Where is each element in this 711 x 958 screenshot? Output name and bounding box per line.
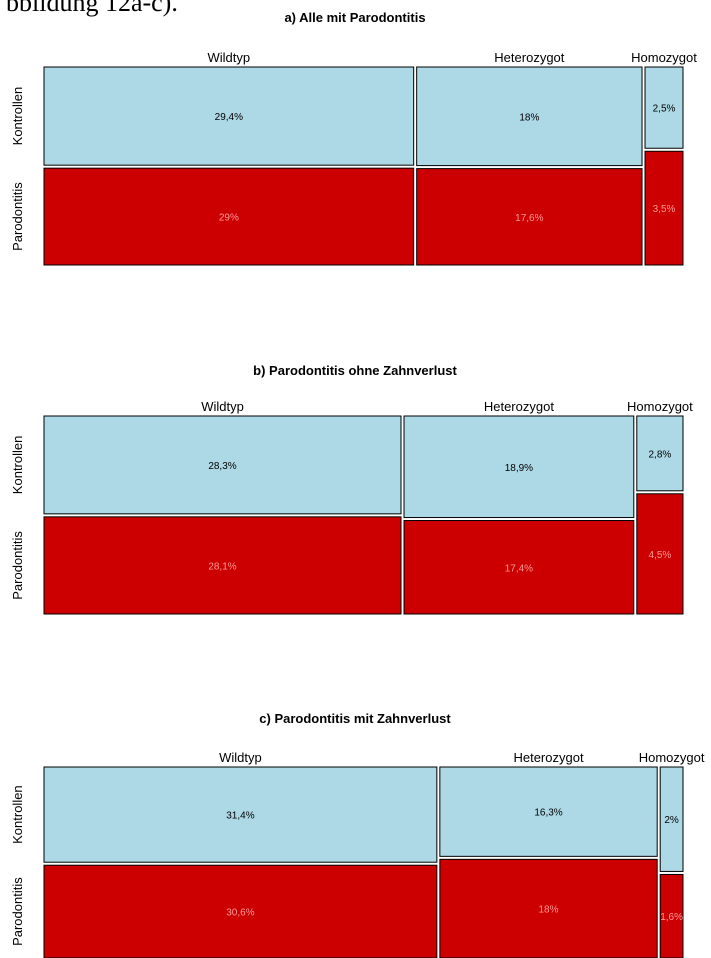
mosaic-cell-parodontitis: [439, 858, 658, 958]
mosaic-cell-parodontitis: [43, 864, 438, 958]
cell-value-label: 16,3%: [534, 808, 562, 819]
cell-value-label: 31,4%: [226, 811, 254, 822]
cell-value-label: 4,5%: [648, 550, 671, 561]
column-label: Heterozygot: [494, 50, 564, 65]
mosaic-cell-parodontitis: [644, 150, 684, 266]
chart-title: b) Parodontitis ohne Zahnverlust: [253, 363, 457, 378]
column-label: Wildtyp: [201, 399, 244, 414]
cell-value-label: 29,4%: [215, 112, 243, 123]
mosaic-cell-kontrollen: [439, 766, 658, 857]
mosaic-cell-kontrollen: [659, 766, 684, 872]
column-label: Homozygot: [627, 399, 693, 414]
mosaic-cell-kontrollen: [43, 766, 438, 863]
row-label: Parodontitis: [10, 531, 25, 600]
mosaic-cell-kontrollen: [43, 66, 415, 166]
mosaic-cell-kontrollen: [403, 415, 635, 519]
mosaic-cell-kontrollen: [644, 66, 684, 149]
cell-value-label: 2,8%: [648, 449, 671, 460]
cell-value-label: 18%: [539, 905, 559, 916]
chart-title: a) Alle mit Parodontitis: [284, 10, 425, 25]
cell-value-label: 29%: [219, 213, 239, 224]
mosaic-cell-kontrollen: [636, 415, 684, 492]
mosaic-cell-parodontitis: [636, 493, 684, 615]
mosaic-cell-parodontitis: [43, 167, 415, 266]
row-label: Kontrollen: [10, 436, 25, 495]
cell-value-label: 18,9%: [505, 463, 533, 474]
mosaic-cell-parodontitis: [43, 516, 402, 615]
row-label: Kontrollen: [10, 87, 25, 146]
mosaic-cell-kontrollen: [43, 415, 402, 515]
row-label: Parodontitis: [10, 877, 25, 946]
column-label: Heterozygot: [513, 750, 583, 765]
column-label: Heterozygot: [484, 399, 554, 414]
row-label: Parodontitis: [10, 182, 25, 251]
cell-value-label: 1,6%: [660, 912, 683, 923]
mosaic-cell-kontrollen: [416, 66, 643, 167]
cell-value-label: 3,5%: [653, 204, 676, 215]
chart-title: c) Parodontitis mit Zahnverlust: [259, 711, 451, 726]
page-caption: bbildung 12a-c).: [6, 0, 178, 17]
cell-value-label: 17,6%: [515, 213, 543, 224]
cell-value-label: 18%: [519, 112, 539, 123]
cell-value-label: 28,3%: [208, 461, 236, 472]
mosaic-cell-parodontitis: [659, 873, 684, 958]
column-label: Wildtyp: [219, 750, 262, 765]
mosaic-cell-parodontitis: [416, 168, 643, 266]
column-label: Homozygot: [631, 50, 697, 65]
column-label: Homozygot: [639, 750, 705, 765]
cell-value-label: 28,1%: [208, 561, 236, 572]
mosaic-cell-parodontitis: [403, 520, 635, 615]
cell-value-label: 2,5%: [653, 104, 676, 115]
row-label: Kontrollen: [10, 785, 25, 844]
cell-value-label: 30,6%: [226, 908, 254, 919]
cell-value-label: 17,4%: [505, 563, 533, 574]
column-label: Wildtyp: [208, 50, 251, 65]
cell-value-label: 2%: [664, 815, 679, 826]
